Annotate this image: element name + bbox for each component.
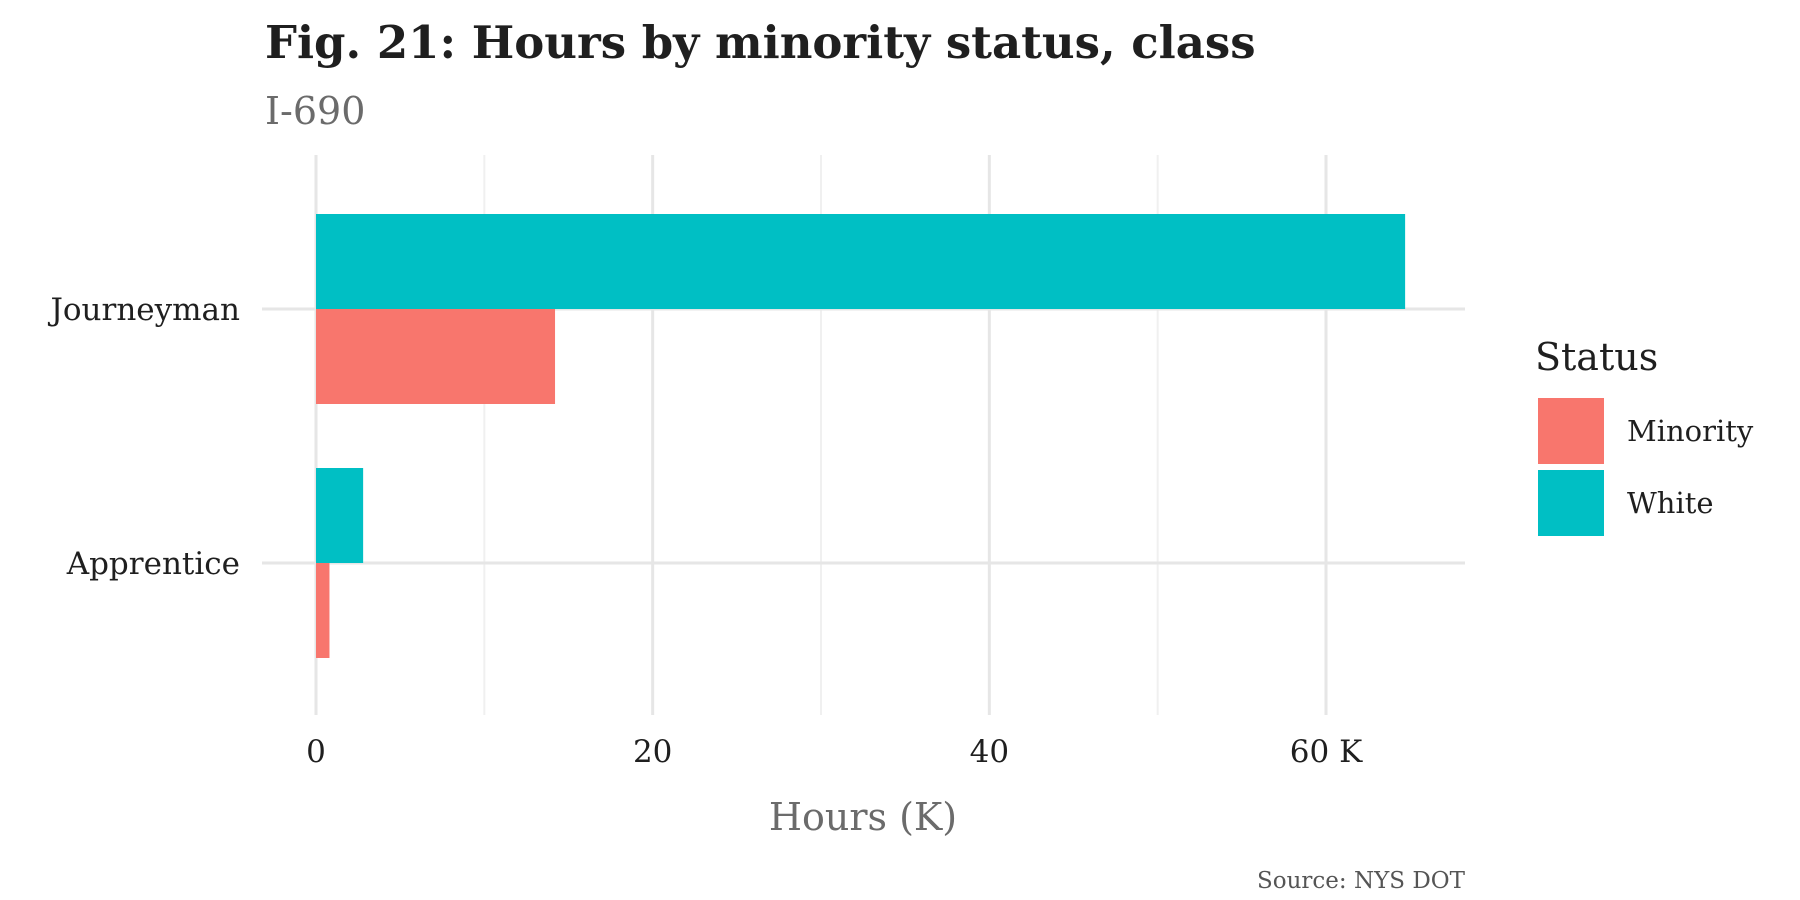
bar-apprentice-minority [316,563,330,658]
legend-key-minority [1538,398,1604,464]
chart-subtitle: I-690 [265,89,365,133]
bar-apprentice-white [316,468,364,563]
legend-label-minority: Minority [1627,414,1754,448]
bar-journeyman-minority [316,309,556,404]
x-tick-label: 0 [306,734,326,770]
x-axis-ticks: 0 20 40 60 K [306,734,1363,770]
category-label-apprentice: Apprentice [66,546,240,582]
x-tick-label: 60 K [1290,734,1363,770]
source-caption: Source: NYS DOT [1257,868,1466,894]
x-axis-title: Hours (K) [769,795,957,839]
legend-label-white: White [1627,486,1714,520]
x-tick-label: 40 [970,734,1009,770]
category-label-journeyman: Journeyman [47,292,240,328]
legend-key-white [1538,470,1604,536]
chart-title: Fig. 21: Hours by minority status, class [265,16,1256,69]
legend: Status Minority White [1535,335,1754,536]
x-tick-label: 20 [633,734,672,770]
bar-journeyman-white [316,214,1406,309]
bars [316,214,1406,658]
legend-title: Status [1535,335,1658,379]
category-labels: Journeyman Apprentice [47,292,240,582]
